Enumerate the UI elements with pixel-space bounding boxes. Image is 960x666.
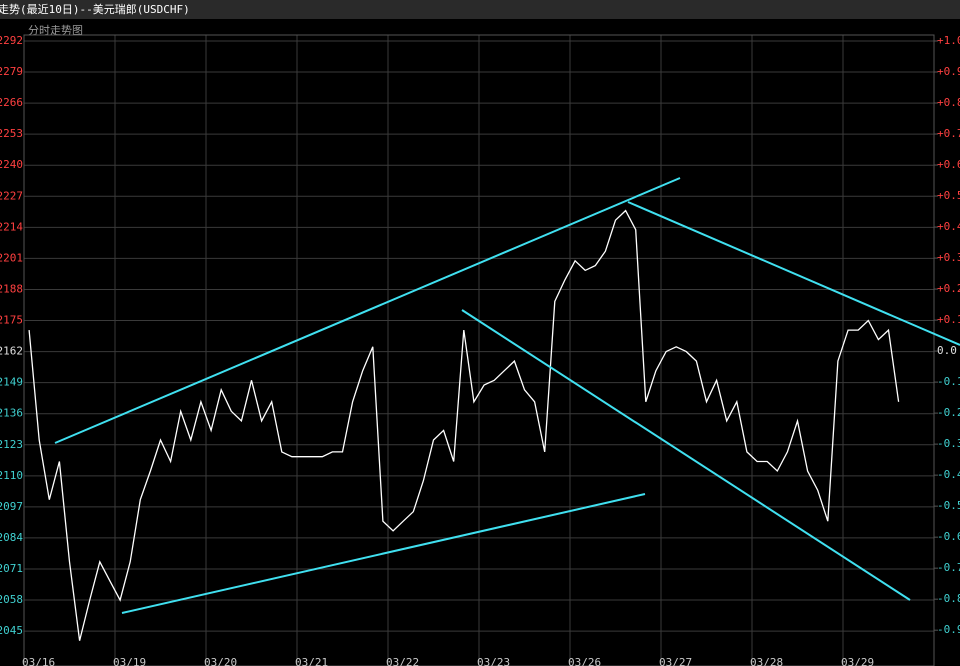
x-tick-label: 03/22 <box>386 656 419 666</box>
x-tick-label: 03/23 <box>477 656 510 666</box>
y2-tick-label: -0.3 <box>937 437 960 450</box>
y2-tick-label: +0.1 <box>937 313 960 326</box>
y-tick-label: 1.2201 <box>0 251 23 264</box>
y-tick-label: 1.2292 <box>0 34 23 47</box>
y2-tick-label: +1.0 <box>937 34 960 47</box>
y2-tick-label: +0.4 <box>937 220 960 233</box>
x-tick-label: 03/16 <box>22 656 55 666</box>
y-tick-label: 1.2123 <box>0 438 23 451</box>
y2-tick-label: -0.7 <box>937 561 960 574</box>
y2-tick-label: +0.3 <box>937 251 960 264</box>
y-tick-label: 1.2188 <box>0 282 23 295</box>
y-tick-label: 1.2227 <box>0 189 23 202</box>
trend-line <box>627 201 960 346</box>
x-tick-label: 03/21 <box>295 656 328 666</box>
y-tick-label: 1.2097 <box>0 500 23 513</box>
y2-tick-label: +0.8 <box>937 96 960 109</box>
y2-tick-label: -0.2 <box>937 406 960 419</box>
x-tick-label: 03/29 <box>841 656 874 666</box>
y-tick-label: 1.2253 <box>0 127 23 140</box>
trend-line <box>54 177 681 444</box>
x-tick-label: 03/19 <box>113 656 146 666</box>
x-tick-label: 03/26 <box>568 656 601 666</box>
y2-tick-label: -0.6 <box>937 530 960 543</box>
trend-line <box>121 493 646 614</box>
trend-lines <box>54 177 960 614</box>
x-tick-label: 03/28 <box>750 656 783 666</box>
grid <box>23 34 938 666</box>
trend-line <box>461 309 911 601</box>
subtitle: 分时走势图 <box>28 24 83 37</box>
y-tick-label: 1.2214 <box>0 220 23 233</box>
x-tick-label: 03/20 <box>204 656 237 666</box>
y-tick-label: 1.2240 <box>0 158 23 171</box>
y2-tick-label: +0.5 <box>937 189 960 202</box>
chart-title: 走势(最近10日)--美元瑞郎(USDCHF) <box>0 2 190 16</box>
price-line <box>28 209 900 641</box>
y2-tick-label: +0.2 <box>937 282 960 295</box>
y2-tick-label: +0.9 <box>937 65 960 78</box>
title-bar <box>0 0 960 19</box>
y2-tick-label: +0.7 <box>937 127 960 140</box>
y2-tick-label: -0.5 <box>937 499 960 512</box>
plot <box>28 209 900 641</box>
y2-tick-label: -0.4 <box>937 468 960 481</box>
y-tick-label: 1.2175 <box>0 314 23 327</box>
y2-tick-label: -0.9 <box>937 623 960 636</box>
plot-frame <box>23 34 935 666</box>
y2-tick-label: -0.1 <box>937 375 960 388</box>
y-tick-label: 1.2110 <box>0 469 23 482</box>
x-tick-label: 03/27 <box>659 656 692 666</box>
y2-tick-label: 0.0 <box>937 344 957 357</box>
y-tick-label: 1.2084 <box>0 531 23 544</box>
y-tick-label: 1.2071 <box>0 562 23 575</box>
y-tick-label: 1.2058 <box>0 593 23 606</box>
y-tick-label: 1.2266 <box>0 96 23 109</box>
y2-tick-label: -0.8 <box>937 592 960 605</box>
y-tick-label: 1.2162 <box>0 345 23 358</box>
y2-tick-label: +0.6 <box>937 158 960 171</box>
y-tick-label: 1.2136 <box>0 407 23 420</box>
y-tick-label: 1.2045 <box>0 624 23 637</box>
